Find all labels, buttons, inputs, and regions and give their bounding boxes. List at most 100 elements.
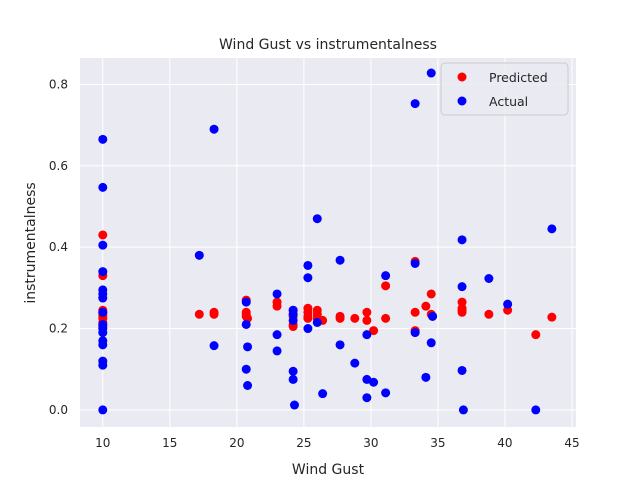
point-actual <box>381 388 391 398</box>
point-predicted <box>381 281 391 291</box>
legend-label-actual: Actual <box>489 94 528 109</box>
point-actual <box>458 405 468 415</box>
point-actual <box>98 293 108 303</box>
point-actual <box>288 374 298 384</box>
point-actual <box>410 328 420 338</box>
point-predicted <box>457 307 467 317</box>
point-actual <box>426 338 436 348</box>
point-actual <box>98 360 108 370</box>
x-axis-title: Wind Gust <box>292 462 365 478</box>
point-predicted <box>426 289 436 299</box>
x-tick-label: 25 <box>296 436 311 450</box>
point-actual <box>547 224 557 234</box>
y-tick-label: 0.2 <box>49 322 68 336</box>
point-actual <box>303 273 313 283</box>
x-tick-label: 40 <box>497 436 512 450</box>
legend-marker-predicted <box>457 72 467 82</box>
point-predicted <box>421 301 431 311</box>
point-predicted <box>362 307 372 317</box>
plot-area <box>80 58 576 427</box>
x-tick-label: 35 <box>430 436 445 450</box>
point-actual <box>98 240 108 250</box>
point-predicted <box>272 301 282 311</box>
point-actual <box>241 297 251 307</box>
point-actual <box>209 124 219 134</box>
point-actual <box>428 311 438 321</box>
point-actual <box>288 315 298 325</box>
point-actual <box>312 317 322 327</box>
point-actual <box>98 405 108 415</box>
point-actual <box>457 235 467 245</box>
point-actual <box>362 330 372 340</box>
point-predicted <box>98 230 108 240</box>
point-actual <box>303 260 313 270</box>
x-tick-label: 30 <box>363 436 378 450</box>
point-actual <box>410 99 420 109</box>
point-actual <box>381 271 391 281</box>
point-actual <box>303 324 313 334</box>
point-predicted <box>531 330 541 340</box>
point-actual <box>272 289 282 299</box>
x-tick-label: 45 <box>564 436 579 450</box>
point-actual <box>484 274 494 284</box>
y-tick-label: 0.6 <box>49 159 68 173</box>
series-actual <box>98 68 557 415</box>
x-tick-label: 20 <box>229 436 244 450</box>
point-predicted <box>410 307 420 317</box>
point-actual <box>209 341 219 351</box>
point-predicted <box>381 313 391 323</box>
point-predicted <box>335 313 345 323</box>
chart-title: Wind Gust vs instrumentalness <box>219 37 437 53</box>
x-tick-label: 15 <box>162 436 177 450</box>
point-actual <box>457 282 467 292</box>
point-actual <box>318 389 328 399</box>
point-actual <box>272 330 282 340</box>
point-actual <box>194 250 204 260</box>
point-predicted <box>194 309 204 319</box>
point-actual <box>98 267 108 277</box>
y-axis-ticks: 0.0 0.2 0.4 0.6 0.8 <box>49 77 68 416</box>
point-predicted <box>547 312 557 322</box>
point-predicted <box>484 309 494 319</box>
point-actual <box>410 258 420 268</box>
point-predicted <box>362 315 372 325</box>
point-actual <box>457 365 467 375</box>
x-axis-ticks: 10 15 20 25 30 35 40 45 <box>95 436 579 450</box>
point-predicted <box>369 326 379 336</box>
point-actual <box>98 340 108 350</box>
legend: Predicted Actual <box>440 62 569 116</box>
legend-label-predicted: Predicted <box>489 70 548 85</box>
point-actual <box>369 377 379 387</box>
point-predicted <box>350 313 360 323</box>
data-points <box>98 68 557 415</box>
y-axis-title: instrumentalness <box>23 182 39 303</box>
point-actual <box>243 381 253 391</box>
point-actual <box>503 299 513 309</box>
point-actual <box>241 364 251 374</box>
point-actual <box>312 214 322 224</box>
point-actual <box>335 340 345 350</box>
y-tick-label: 0.4 <box>49 240 68 254</box>
point-actual <box>426 68 436 78</box>
point-actual <box>421 372 431 382</box>
legend-box <box>440 62 569 116</box>
point-predicted <box>209 309 219 319</box>
point-actual <box>289 400 299 410</box>
point-actual <box>98 328 108 338</box>
point-actual <box>241 319 251 329</box>
point-actual <box>335 255 345 265</box>
point-actual <box>288 366 298 376</box>
point-predicted <box>303 313 313 323</box>
point-actual <box>98 182 108 192</box>
point-actual <box>272 346 282 356</box>
legend-marker-actual <box>457 96 467 106</box>
point-actual <box>362 393 372 403</box>
y-tick-label: 0.8 <box>49 77 68 91</box>
point-actual <box>350 358 360 368</box>
grid-lines <box>80 58 576 427</box>
point-actual <box>531 405 541 415</box>
point-actual <box>98 134 108 144</box>
point-actual <box>243 342 253 352</box>
y-tick-label: 0.0 <box>49 403 68 417</box>
